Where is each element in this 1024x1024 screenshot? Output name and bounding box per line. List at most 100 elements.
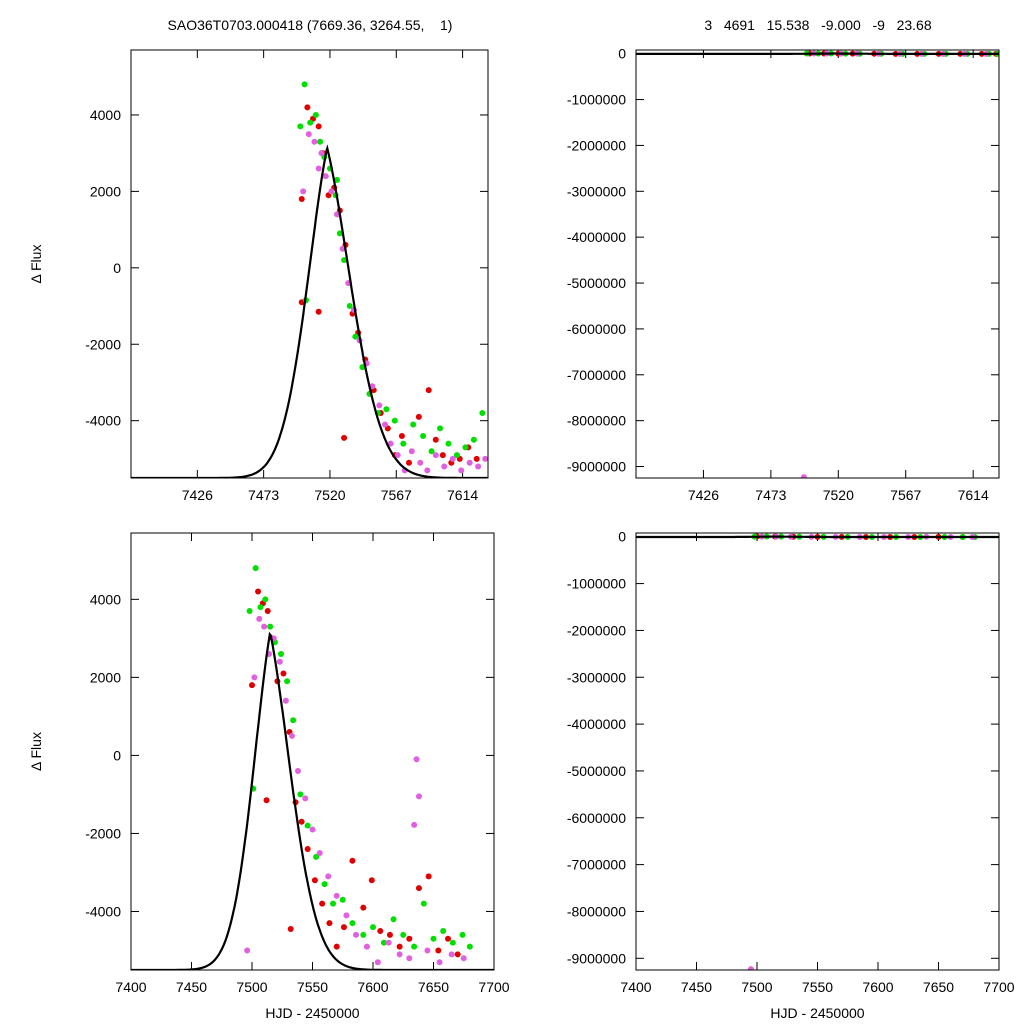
data-point-magenta (475, 463, 482, 470)
data-point-green (352, 333, 359, 340)
data-point-green (297, 791, 304, 798)
data-point-magenta (322, 173, 329, 180)
data-point-green (278, 650, 285, 657)
data-point-green (297, 123, 304, 130)
data-point-red (333, 943, 340, 950)
x-axis-label: HJD - 2450000 (265, 1005, 359, 1021)
data-point-red (435, 947, 442, 954)
data-point-green (479, 410, 486, 417)
panel-top-left: -4000 -2000 0 2000 4000 7426 7473 7520 7567 7614 Δ… (28, 49, 489, 503)
data-point-green (312, 111, 319, 118)
xtick-label: 7450 (176, 979, 207, 995)
data-point-magenta (316, 849, 323, 856)
header-left: SAO36T0703.000418 (7669.36, 3264.55, 1) (168, 17, 453, 33)
data-point-red (315, 308, 322, 315)
data-point-magenta (325, 873, 332, 880)
xtick-label: 7400 (115, 979, 146, 995)
data-point-magenta (747, 966, 754, 970)
plot-frame (635, 49, 1000, 479)
xtick-label: 7567 (890, 487, 921, 503)
data-point-red (319, 900, 326, 907)
data-point-green (284, 678, 291, 685)
data-point-green (466, 943, 473, 950)
xtick-label: 7450 (681, 979, 712, 995)
data-point-magenta (387, 440, 394, 447)
data-point-magenta (256, 615, 263, 622)
data-point-green (301, 81, 308, 88)
data-point-red (263, 797, 270, 804)
ytick-label: -2000000 (567, 137, 626, 153)
ytick-label: -2000 (85, 825, 121, 841)
data-point-green (246, 608, 253, 615)
ytick-label: -6000000 (567, 810, 626, 826)
xtick-label: 7500 (741, 979, 772, 995)
data-point-green (257, 604, 264, 611)
y-axis-label: Δ Flux (28, 732, 44, 771)
data-point-magenta (413, 756, 420, 763)
ytick-label: -4000000 (567, 229, 626, 245)
data-point-magenta (800, 474, 807, 478)
data-point-magenta (458, 467, 465, 474)
data-point-red (432, 436, 439, 443)
data-point-magenta (466, 459, 473, 466)
xtick-label: 7500 (236, 979, 267, 995)
data-point-red (340, 924, 347, 931)
data-point-red (349, 857, 356, 864)
ytick-label: -4000 (85, 903, 121, 919)
panel-top-right: 0 -1000000 -2000000 -3000000 -4000000 -500000… (567, 46, 1000, 503)
ytick-label: -7000000 (567, 367, 626, 383)
data-point-red (396, 943, 403, 950)
xtick-label: 7700 (983, 979, 1014, 995)
ytick-label: -3000000 (567, 183, 626, 199)
data-point-magenta (318, 150, 325, 157)
data-point-magenta (300, 188, 307, 195)
ytick-label: -8000000 (567, 903, 626, 919)
ytick-label: -2000000 (567, 622, 626, 638)
data-point-red (439, 452, 446, 459)
data-point-magenta (353, 931, 360, 938)
data-point-green (390, 916, 397, 923)
data-point-magenta (415, 793, 422, 800)
xtick-label: 7600 (862, 979, 893, 995)
data-point-magenta (385, 939, 392, 946)
xtick-label: 7426 (182, 487, 213, 503)
data-point-red (280, 670, 287, 677)
xtick-label: 7650 (923, 979, 954, 995)
data-point-green (391, 417, 398, 424)
data-point-green (304, 822, 311, 829)
data-point-green (313, 853, 320, 860)
data-point-red (445, 935, 452, 942)
data-point-red (315, 123, 322, 130)
data-point-green (341, 257, 348, 264)
xtick-label: 7473 (248, 487, 279, 503)
data-point-green (267, 623, 274, 630)
plot-frame (130, 532, 495, 971)
ytick-label: -4000000 (567, 716, 626, 732)
model-curve (131, 631, 494, 970)
data-point-magenta (343, 912, 350, 919)
data-point-red (255, 588, 262, 595)
plot-frame (130, 49, 489, 479)
plot-frame (635, 532, 1000, 971)
data-point-green (360, 931, 367, 938)
data-point-red (425, 873, 432, 880)
data-point-magenta (305, 131, 312, 138)
data-point-green (462, 444, 469, 451)
xtick-label: 7520 (314, 487, 345, 503)
ytick-label: -3000000 (567, 669, 626, 685)
ytick-label: -6000000 (567, 321, 626, 337)
ytick-label: -9000000 (567, 950, 626, 966)
ytick-label: 0 (113, 747, 121, 763)
y-axis-label: Δ Flux (28, 245, 44, 284)
ytick-label: -5000000 (567, 763, 626, 779)
data-point-magenta (436, 959, 443, 966)
data-point-magenta (294, 768, 301, 775)
data-point-green (430, 935, 437, 942)
data-point-red (287, 926, 294, 933)
data-point-magenta (460, 955, 467, 962)
data-point-red (368, 877, 375, 884)
data-point-green (262, 596, 269, 603)
data-point-magenta (381, 421, 388, 428)
data-point-red (405, 459, 412, 466)
